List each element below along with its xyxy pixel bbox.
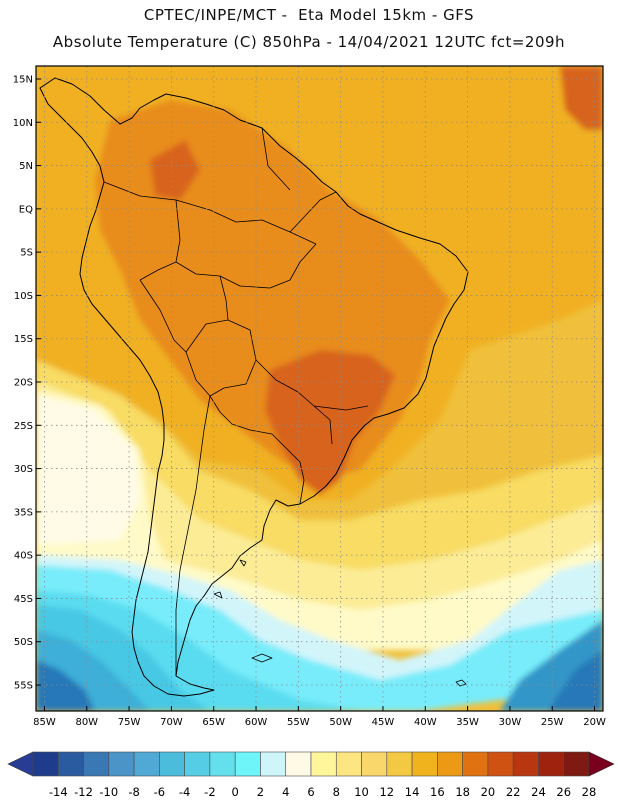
south-america-coastline	[39, 77, 469, 697]
colorbar-swatch	[462, 751, 489, 777]
colorbar-swatch	[437, 751, 463, 777]
lon-tick-label: 85W	[33, 717, 56, 728]
colorbar-swatch	[411, 751, 438, 777]
colorbar-label: 28	[582, 785, 597, 799]
lon-tick-label: 60W	[245, 717, 268, 728]
lon-tick-label: 50W	[329, 717, 352, 728]
lon-tick-label: 65W	[202, 717, 225, 728]
map-title-line-1: CPTEC/INPE/MCT - Eta Model 15km - GFS	[143, 6, 475, 24]
colorbar-swatch	[209, 751, 236, 777]
lat-tick-label: 10S	[14, 291, 33, 302]
lat-tick-label: EQ	[19, 204, 33, 215]
lon-tick-label: 20W	[583, 717, 606, 728]
lon-tick-label: 35W	[456, 717, 479, 728]
lon-tick-label: 30W	[499, 717, 522, 728]
lon-tick-label: 40W	[414, 717, 437, 728]
lat-tick-label: 5N	[19, 161, 33, 172]
colorbar-label: -12	[74, 785, 93, 799]
lon-tick-label: 75W	[118, 717, 141, 728]
colorbar-label: 14	[405, 785, 420, 799]
colorbar-label: -6	[154, 785, 165, 799]
colorbar-label: -8	[128, 785, 139, 799]
colorbar-swatch	[32, 751, 59, 777]
coastlines-and-borders	[39, 77, 469, 697]
colorbar-label: 18	[455, 785, 470, 799]
field-band-20-22-west	[150, 140, 200, 200]
lon-tick-label: 55W	[287, 717, 310, 728]
lat-tick-label: 20S	[14, 378, 33, 389]
field-band-minus8-minus6	[548, 650, 603, 711]
colorbar-swatch	[538, 751, 565, 777]
colorbar-swatch	[159, 751, 185, 777]
map-title-line-2: Absolute Temperature (C) 850hPa - 14/04/…	[52, 33, 566, 51]
colorbar-under-arrow	[7, 751, 34, 777]
colorbar-swatch	[487, 751, 514, 777]
colorbar-label: 2	[257, 785, 264, 799]
colorbar-swatch	[57, 751, 84, 777]
colorbar-label: 16	[430, 785, 445, 799]
map-frame	[35, 65, 604, 712]
lon-tick-label: 25W	[541, 717, 564, 728]
colorbar-label: -10	[99, 785, 118, 799]
colorbar-swatch	[386, 751, 413, 777]
lat-tick-label: 25S	[14, 421, 33, 432]
colorbar-label: 22	[506, 785, 521, 799]
lat-tick-label: 55S	[14, 681, 33, 692]
field-band-6-8	[36, 395, 140, 545]
lon-tick-label: 70W	[160, 717, 183, 728]
colorbar-swatch	[512, 751, 539, 777]
field-cold-pocket-west	[36, 660, 95, 711]
colorbar-label: -14	[49, 785, 68, 799]
temperature-colorbar: -14 -12 -10 -8 -6 -4 -2 0 2 4 6 8 10 12 14 16 18 20 22 24 26…	[7, 751, 615, 799]
small-islands	[213, 559, 467, 687]
colorbar-label: 24	[531, 785, 546, 799]
lat-tick-label: 5S	[20, 248, 33, 259]
colorbar-label: 26	[556, 785, 571, 799]
temperature-field	[36, 66, 603, 711]
lat-tick-label: 50S	[14, 637, 33, 648]
field-band-20-22-east	[560, 66, 603, 130]
colorbar-swatch	[335, 751, 362, 777]
colorbar-over-arrow	[588, 751, 615, 777]
colorbar-label: 8	[333, 785, 340, 799]
colorbar-label: -4	[179, 785, 190, 799]
colorbar-label: -2	[204, 785, 215, 799]
colorbar-swatch	[133, 751, 160, 777]
colorbar-label: 10	[354, 785, 369, 799]
lat-tick-label: 35S	[14, 507, 33, 518]
colorbar-swatch	[310, 751, 337, 777]
colorbar-swatch	[285, 751, 312, 777]
colorbar-swatch	[108, 751, 135, 777]
colorbar-swatch	[260, 751, 287, 777]
lat-tick-label: 45S	[14, 594, 33, 605]
colorbar-label: 0	[232, 785, 239, 799]
colorbar-swatch	[184, 751, 211, 777]
colorbar-swatch	[83, 751, 110, 777]
colorbar-label: 20	[481, 785, 496, 799]
lon-tick-label: 45W	[372, 717, 395, 728]
country-borders	[103, 127, 369, 676]
lat-tick-label: 15N	[13, 74, 33, 85]
colorbar-swatch	[234, 751, 261, 777]
colorbar-swatch	[361, 751, 388, 777]
longitude-axis: 85W 80W 75W 70W 65W 60W 55W 50W 45W 40W 35W 30W 25W 2…	[33, 706, 606, 728]
lat-tick-label: 40S	[14, 551, 33, 562]
lat-tick-label: 15S	[14, 334, 33, 345]
colorbar-label: 6	[307, 785, 314, 799]
colorbar-label: 12	[379, 785, 394, 799]
lat-tick-label: 10N	[13, 118, 33, 129]
lon-tick-label: 80W	[75, 717, 98, 728]
colorbar-swatch	[563, 751, 590, 777]
lat-tick-label: 30S	[14, 464, 33, 475]
colorbar-label: 4	[282, 785, 289, 799]
latitude-axis: 15N 10N 5N EQ 5S 10S 15S 20S 25S 30S 35S 40S 45S 50S 5…	[13, 74, 41, 692]
